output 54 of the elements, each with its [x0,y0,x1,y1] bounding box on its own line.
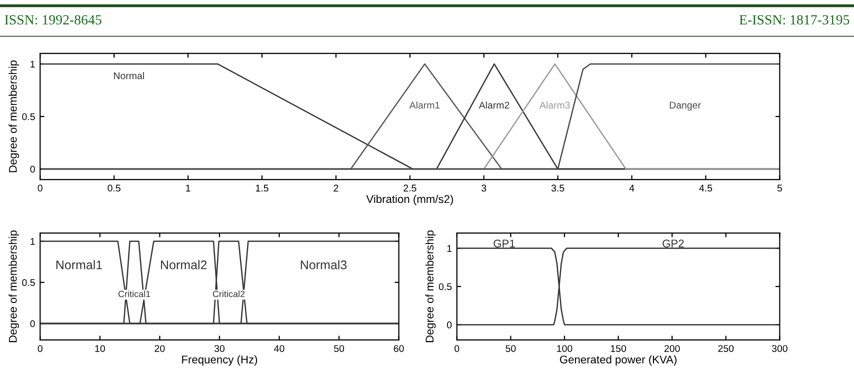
y-tick-label: 0 [447,321,452,328]
y-tick-label: 0 [30,320,35,328]
x-tick-label: 60 [394,345,404,352]
x-axis-title: Frequency (Hz) [182,355,258,366]
y-tick-label: 0 [30,166,35,173]
x-tick-label: 5 [777,184,782,192]
text: ISSN: 1992-8645 [4,15,102,25]
text: Danger [670,102,701,111]
series-label: Normal3 [300,260,347,270]
series-label: Alarm2 [478,101,510,109]
y-tick-label: 1 [30,238,35,245]
x-axis-title: Generated power (KVA) [560,355,676,366]
x-tick-label: 2 [334,184,338,192]
x-tick-label: 4 [629,184,634,192]
y-tick-label: 0.5 [22,279,35,286]
x-tick-label: 50 [506,345,516,352]
y-axis-title: Degree of membership [8,230,19,342]
x-tick-label: 300 [772,345,788,352]
x-tick-label: 0 [38,184,42,192]
y-axis-title: Degree of membership [8,60,19,172]
x-tick-label: 10 [95,345,105,352]
text: E-ISSN: 1817-3195 [739,15,850,25]
x-tick-label: 1 [186,184,190,192]
x-tick-label: 250 [718,345,734,352]
y-tick-label: 1 [30,60,35,68]
x-tick-label: 2.5 [404,184,416,192]
series-label: GP2 [662,240,684,248]
x-tick-label: 20 [154,345,165,352]
series-label: Critical2 [212,290,245,298]
series-label: Alarm1 [409,101,440,109]
y-tick-label: 1 [447,245,452,252]
x-tick-label: 50 [334,345,344,352]
y-tick-label: 0.5 [22,113,35,120]
series-label: Normal [114,72,144,80]
x-tick-label: 4.5 [699,184,712,192]
x-tick-label: 3.5 [551,184,564,192]
x-tick-label: 100 [557,345,572,352]
series-label: Normal1 [56,260,102,270]
x-tick-label: 3 [482,184,486,192]
series-label: Normal2 [161,260,207,270]
x-tick-label: 40 [274,345,284,352]
x-tick-label: 0.5 [108,184,120,192]
x-tick-label: 150 [610,345,626,352]
y-axis-title: Degree of membership [425,230,436,342]
x-axis-title: Vibration (mm/s2) [366,194,453,206]
x-tick-label: 0 [454,345,460,352]
x-tick-label: 0 [38,345,42,352]
x-tick-label: 30 [214,345,225,352]
series-label: GP1 [494,240,515,248]
series-label: Alarm3 [539,101,570,109]
x-tick-label: 1.5 [256,184,268,192]
y-tick-label: 0.5 [438,283,452,290]
series-label: Critical1 [118,290,150,298]
x-tick-label: 200 [664,345,680,352]
